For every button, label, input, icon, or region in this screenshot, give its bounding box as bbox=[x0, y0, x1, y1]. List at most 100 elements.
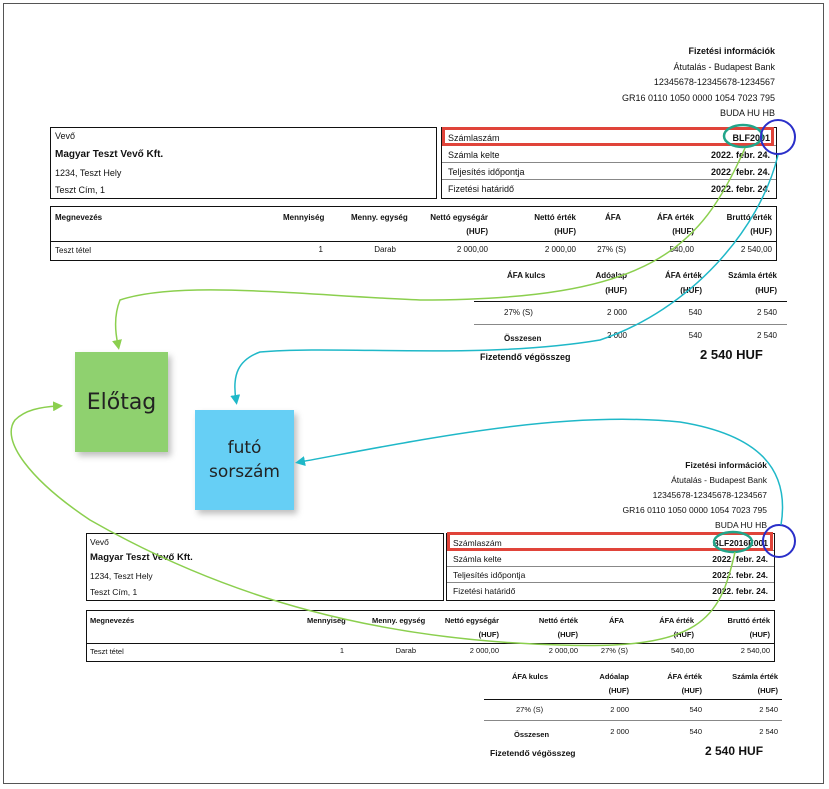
meta-label-fulfilment-date: Teljesítés időpontja bbox=[453, 570, 526, 580]
vat-sum-label: Összesen bbox=[514, 730, 550, 739]
vat-row-base: 2 000 bbox=[610, 705, 629, 714]
vat-row-vat: 540 bbox=[689, 705, 702, 714]
col-header-vat-amount: ÁFA érték bbox=[659, 616, 694, 625]
items-table: Megnevezés Mennyiség Menny. egység Nettó… bbox=[50, 206, 777, 261]
vat-col-total-unit: (HUF) bbox=[757, 686, 778, 695]
item-unit: Darab bbox=[395, 646, 416, 655]
meta-label-invoice-number: Számlaszám bbox=[448, 133, 500, 143]
payment-title: Fizetési információk bbox=[688, 46, 775, 56]
payment-line: BUDA HU HB bbox=[715, 520, 767, 530]
meta-label-fulfilment-date: Teljesítés időpontja bbox=[448, 167, 525, 177]
item-net: 2 000,00 bbox=[544, 245, 576, 254]
vat-row-rate: 27% (S) bbox=[516, 705, 544, 714]
vat-col-base-unit: (HUF) bbox=[605, 286, 627, 295]
vat-sum-base: 2 000 bbox=[610, 727, 629, 736]
col-header-net-unit: (HUF) bbox=[554, 227, 576, 236]
buyer-label: Vevő bbox=[90, 537, 109, 547]
meta-value-issue-date: 2022. febr. 24. bbox=[710, 150, 770, 160]
col-header-gross: Bruttó érték bbox=[727, 616, 770, 625]
payable-value: 2 540 HUF bbox=[705, 744, 764, 758]
col-header-qty: Mennyiség bbox=[283, 213, 325, 222]
item-qty: 1 bbox=[318, 245, 323, 254]
buyer-box: Vevő Magyar Teszt Vevő Kft. 1234, Teszt … bbox=[86, 533, 444, 601]
col-header-unit-price: Nettó egységár bbox=[430, 213, 488, 222]
highlight-invoice-number bbox=[442, 127, 774, 146]
vat-col-total-unit: (HUF) bbox=[755, 286, 777, 295]
vat-col-base: Adóalap bbox=[599, 672, 629, 681]
col-header-gross: Bruttó érték bbox=[726, 213, 772, 222]
vat-col-base-unit: (HUF) bbox=[608, 686, 629, 695]
meta-value-issue-date: 2022. febr. 24. bbox=[712, 554, 768, 564]
item-gross: 2 540,00 bbox=[740, 245, 772, 254]
buyer-name: Magyar Teszt Vevő Kft. bbox=[90, 552, 193, 563]
item-qty: 1 bbox=[339, 646, 344, 655]
col-header-unit-price: Nettó egységár bbox=[444, 616, 499, 625]
col-header-qty: Mennyiség bbox=[307, 616, 346, 625]
vat-row-vat: 540 bbox=[688, 308, 702, 317]
meta-value-due-date: 2022. febr. 24. bbox=[710, 184, 770, 194]
item-unit-price: 2 000,00 bbox=[456, 245, 488, 254]
meta-label-issue-date: Számla kelte bbox=[453, 554, 502, 564]
sticky-note-prefix-label: Előtag bbox=[86, 389, 157, 415]
vat-summary: ÁFA kulcs Adóalap (HUF) ÁFA érték (HUF) … bbox=[484, 669, 782, 759]
vat-col-vat: ÁFA érték bbox=[664, 271, 702, 280]
col-header-unit-price-unit: (HUF) bbox=[478, 630, 499, 639]
payment-line: Átutalás - Budapest Bank bbox=[671, 475, 767, 485]
col-header-unit: Menny. egység bbox=[351, 213, 408, 222]
vat-col-rate: ÁFA kulcs bbox=[512, 672, 548, 681]
vat-col-vat-unit: (HUF) bbox=[681, 686, 702, 695]
payment-info: Fizetési információk Átutalás - Budapest… bbox=[560, 44, 775, 122]
vat-sum-label: Összesen bbox=[504, 334, 542, 343]
vat-sum-total: 2 540 bbox=[759, 727, 778, 736]
vat-col-base: Adóalap bbox=[595, 271, 627, 280]
col-header-vat-amount: ÁFA érték bbox=[656, 213, 694, 222]
item-vat-amount: 540,00 bbox=[671, 646, 694, 655]
item-unit-price: 2 000,00 bbox=[469, 646, 499, 655]
payment-line: GR16 0110 1050 0000 1054 7023 795 bbox=[622, 505, 767, 515]
col-header-vat-amount-unit: (HUF) bbox=[672, 227, 694, 236]
payment-info: Fizetési információk Átutalás - Budapest… bbox=[560, 458, 767, 533]
image-frame bbox=[3, 3, 824, 784]
col-header-net: Nettó érték bbox=[538, 616, 578, 625]
item-unit: Darab bbox=[374, 245, 396, 254]
vat-col-rate: ÁFA kulcs bbox=[507, 271, 546, 280]
highlight-invoice-number bbox=[447, 532, 773, 551]
buyer-address-2: Teszt Cím, 1 bbox=[55, 185, 106, 195]
col-header-name: Megnevezés bbox=[55, 213, 103, 222]
buyer-label: Vevő bbox=[55, 131, 76, 141]
vat-row-total: 2 540 bbox=[756, 308, 777, 317]
sticky-note-prefix: Előtag bbox=[75, 352, 168, 452]
meta-value-fulfilment-date: 2022. febr. 24. bbox=[710, 167, 770, 177]
vat-col-vat-unit: (HUF) bbox=[680, 286, 702, 295]
col-header-vat-amount-unit: (HUF) bbox=[673, 630, 694, 639]
item-vat: 27% (S) bbox=[597, 245, 626, 254]
items-table: Megnevezés Mennyiség Menny. egység Nettó… bbox=[86, 610, 775, 662]
vat-row-base: 2 000 bbox=[606, 308, 627, 317]
buyer-address-2: Teszt Cím, 1 bbox=[90, 587, 138, 597]
vat-sum-vat: 540 bbox=[689, 727, 702, 736]
buyer-address-1: 1234, Teszt Hely bbox=[90, 571, 153, 581]
item-name: Teszt tétel bbox=[90, 647, 124, 656]
payable-label: Fizetendő végösszeg bbox=[480, 352, 571, 362]
payable-label: Fizetendő végösszeg bbox=[490, 748, 576, 758]
item-vat: 27% (S) bbox=[600, 646, 628, 655]
payment-line: 12345678-12345678-1234567 bbox=[653, 77, 775, 87]
meta-value-due-date: 2022. febr. 24. bbox=[712, 586, 768, 596]
buyer-name: Magyar Teszt Vevő Kft. bbox=[55, 149, 164, 160]
col-header-net-unit: (HUF) bbox=[557, 630, 578, 639]
vat-col-vat: ÁFA érték bbox=[667, 672, 702, 681]
col-header-gross-unit: (HUF) bbox=[749, 630, 770, 639]
payment-line: 12345678-12345678-1234567 bbox=[652, 490, 767, 500]
meta-value-fulfilment-date: 2022. febr. 24. bbox=[712, 570, 768, 580]
item-name: Teszt tétel bbox=[55, 246, 92, 255]
meta-label-due-date: Fizetési határidő bbox=[448, 184, 515, 194]
sticky-note-serial: futó sorszám bbox=[195, 410, 294, 510]
col-header-net: Nettó érték bbox=[534, 213, 576, 222]
sticky-note-serial-label-2: sorszám bbox=[208, 462, 280, 482]
buyer-box: Vevő Magyar Teszt Vevő Kft. 1234, Teszt … bbox=[50, 127, 437, 199]
item-gross: 2 540,00 bbox=[740, 646, 770, 655]
vat-row-rate: 27% (S) bbox=[504, 308, 533, 317]
payment-line: BUDA HU HB bbox=[719, 108, 775, 118]
col-header-gross-unit: (HUF) bbox=[750, 227, 772, 236]
vat-row-total: 2 540 bbox=[759, 705, 778, 714]
